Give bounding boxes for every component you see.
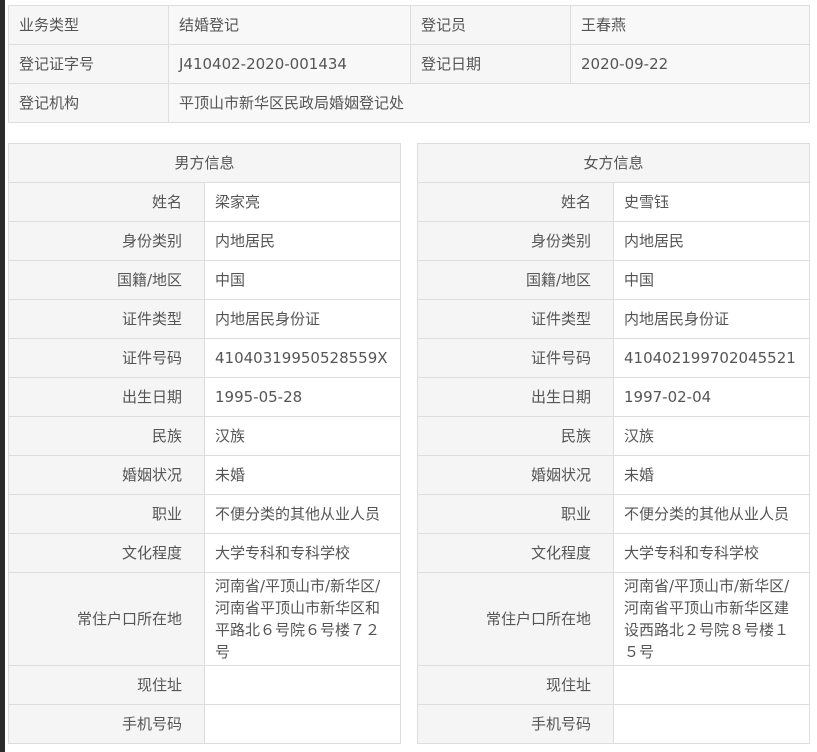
table-row: 手机号码: [8, 704, 401, 744]
male-info-title: 男方信息: [8, 143, 401, 183]
table-row: 常住户口所在地 河南省/平顶山市/新华区/河南省平顶山市新华区建设西路北２号院８号…: [417, 572, 810, 666]
table-row: 职业 不便分类的其他从业人员: [417, 494, 810, 534]
table-row: 文化程度 大学专科和专科学校: [8, 533, 401, 573]
male-field-label: 常住户口所在地: [8, 572, 205, 666]
female-info-table: 女方信息 姓名 史雪钰 身份类别 内地居民 国籍/地区 中国 证件类型 内地居民身份证 证件号码…: [417, 143, 810, 744]
table-row: 文化程度 大学专科和专科学校: [417, 533, 810, 573]
female-field-value: 不便分类的其他从业人员: [613, 494, 810, 534]
female-field-value: 河南省/平顶山市/新华区/河南省平顶山市新华区建设西路北２号院８号楼１５号: [613, 572, 810, 666]
table-row: 证件号码 410402199702045521: [417, 338, 810, 378]
table-row: 登记机构 平顶山市新华区民政局婚姻登记处: [8, 83, 810, 123]
female-field-label: 身份类别: [417, 221, 614, 261]
female-field-label: 常住户口所在地: [417, 572, 614, 666]
table-row: 证件号码 41040319950528559X: [8, 338, 401, 378]
female-field-label: 职业: [417, 494, 614, 534]
female-field-value: [613, 665, 810, 705]
table-row: 身份类别 内地居民: [417, 221, 810, 261]
male-field-label: 身份类别: [8, 221, 205, 261]
female-field-value: 未婚: [613, 455, 810, 495]
male-field-value: 中国: [204, 260, 401, 300]
table-row: 民族 汉族: [8, 416, 401, 456]
male-field-label: 出生日期: [8, 377, 205, 417]
female-field-value: 410402199702045521: [613, 338, 810, 378]
male-field-value: 内地居民身份证: [204, 299, 401, 339]
male-field-value: [204, 704, 401, 744]
table-row: 职业 不便分类的其他从业人员: [8, 494, 401, 534]
male-field-label: 婚姻状况: [8, 455, 205, 495]
male-field-value: 不便分类的其他从业人员: [204, 494, 401, 534]
male-field-label: 民族: [8, 416, 205, 456]
table-row: 国籍/地区 中国: [417, 260, 810, 300]
table-row: 登记证字号 J410402-2020-001434 登记日期 2020-09-2…: [8, 44, 810, 84]
male-field-label: 证件号码: [8, 338, 205, 378]
female-field-label: 手机号码: [417, 704, 614, 744]
table-row: 证件类型 内地居民身份证: [8, 299, 401, 339]
female-info-title: 女方信息: [417, 143, 810, 183]
female-field-value: 内地居民: [613, 221, 810, 261]
business-type-value: 结婚登记: [168, 5, 411, 45]
window-edge: [0, 0, 5, 752]
male-field-label: 证件类型: [8, 299, 205, 339]
male-field-label: 文化程度: [8, 533, 205, 573]
table-row: 婚姻状况 未婚: [417, 455, 810, 495]
female-field-label: 证件号码: [417, 338, 614, 378]
female-field-value: 内地居民身份证: [613, 299, 810, 339]
male-info-table: 男方信息 姓名 梁家亮 身份类别 内地居民 国籍/地区 中国 证件类型 内地居民身份证 证件号码…: [8, 143, 401, 744]
table-row: 民族 汉族: [417, 416, 810, 456]
male-field-value: 梁家亮: [204, 182, 401, 222]
male-field-value: 河南省/平顶山市/新华区/河南省平顶山市新华区和平路北６号院６号楼７２号: [204, 572, 401, 666]
female-field-label: 姓名: [417, 182, 614, 222]
registration-summary-table: 业务类型 结婚登记 登记员 王春燕 登记证字号 J410402-2020-001…: [8, 5, 810, 123]
table-row: 出生日期 1995-05-28: [8, 377, 401, 417]
registration-office-value: 平顶山市新华区民政局婚姻登记处: [168, 83, 810, 123]
female-field-label: 出生日期: [417, 377, 614, 417]
certificate-number-value: J410402-2020-001434: [168, 44, 411, 84]
table-row: 业务类型 结婚登记 登记员 王春燕: [8, 5, 810, 45]
table-row: 手机号码: [417, 704, 810, 744]
female-field-label: 婚姻状况: [417, 455, 614, 495]
male-field-value: 内地居民: [204, 221, 401, 261]
registration-date-label: 登记日期: [410, 44, 571, 84]
male-field-value: 1995-05-28: [204, 377, 401, 417]
female-field-value: 史雪钰: [613, 182, 810, 222]
registration-date-value: 2020-09-22: [570, 44, 810, 84]
female-field-value: 汉族: [613, 416, 810, 456]
table-row: 国籍/地区 中国: [8, 260, 401, 300]
female-field-value: 大学专科和专科学校: [613, 533, 810, 573]
table-row: 常住户口所在地 河南省/平顶山市/新华区/河南省平顶山市新华区和平路北６号院６号楼…: [8, 572, 401, 666]
male-field-value: 41040319950528559X: [204, 338, 401, 378]
male-field-label: 现住址: [8, 665, 205, 705]
female-field-value: [613, 704, 810, 744]
male-field-value: 未婚: [204, 455, 401, 495]
male-field-label: 国籍/地区: [8, 260, 205, 300]
female-field-value: 1997-02-04: [613, 377, 810, 417]
male-field-value: [204, 665, 401, 705]
female-field-label: 文化程度: [417, 533, 614, 573]
table-row: 姓名 梁家亮: [8, 182, 401, 222]
male-field-value: 大学专科和专科学校: [204, 533, 401, 573]
male-field-label: 职业: [8, 494, 205, 534]
female-field-label: 现住址: [417, 665, 614, 705]
certificate-number-label: 登记证字号: [8, 44, 169, 84]
registrar-value: 王春燕: [570, 5, 810, 45]
business-type-label: 业务类型: [8, 5, 169, 45]
table-row: 现住址: [8, 665, 401, 705]
table-row: 出生日期 1997-02-04: [417, 377, 810, 417]
male-field-label: 手机号码: [8, 704, 205, 744]
male-field-label: 姓名: [8, 182, 205, 222]
registrar-label: 登记员: [410, 5, 571, 45]
table-row: 证件类型 内地居民身份证: [417, 299, 810, 339]
registration-office-label: 登记机构: [8, 83, 169, 123]
male-field-value: 汉族: [204, 416, 401, 456]
table-row: 婚姻状况 未婚: [8, 455, 401, 495]
table-row: 现住址: [417, 665, 810, 705]
female-field-value: 中国: [613, 260, 810, 300]
female-field-label: 民族: [417, 416, 614, 456]
table-row: 姓名 史雪钰: [417, 182, 810, 222]
table-row: 身份类别 内地居民: [8, 221, 401, 261]
female-field-label: 证件类型: [417, 299, 614, 339]
female-field-label: 国籍/地区: [417, 260, 614, 300]
